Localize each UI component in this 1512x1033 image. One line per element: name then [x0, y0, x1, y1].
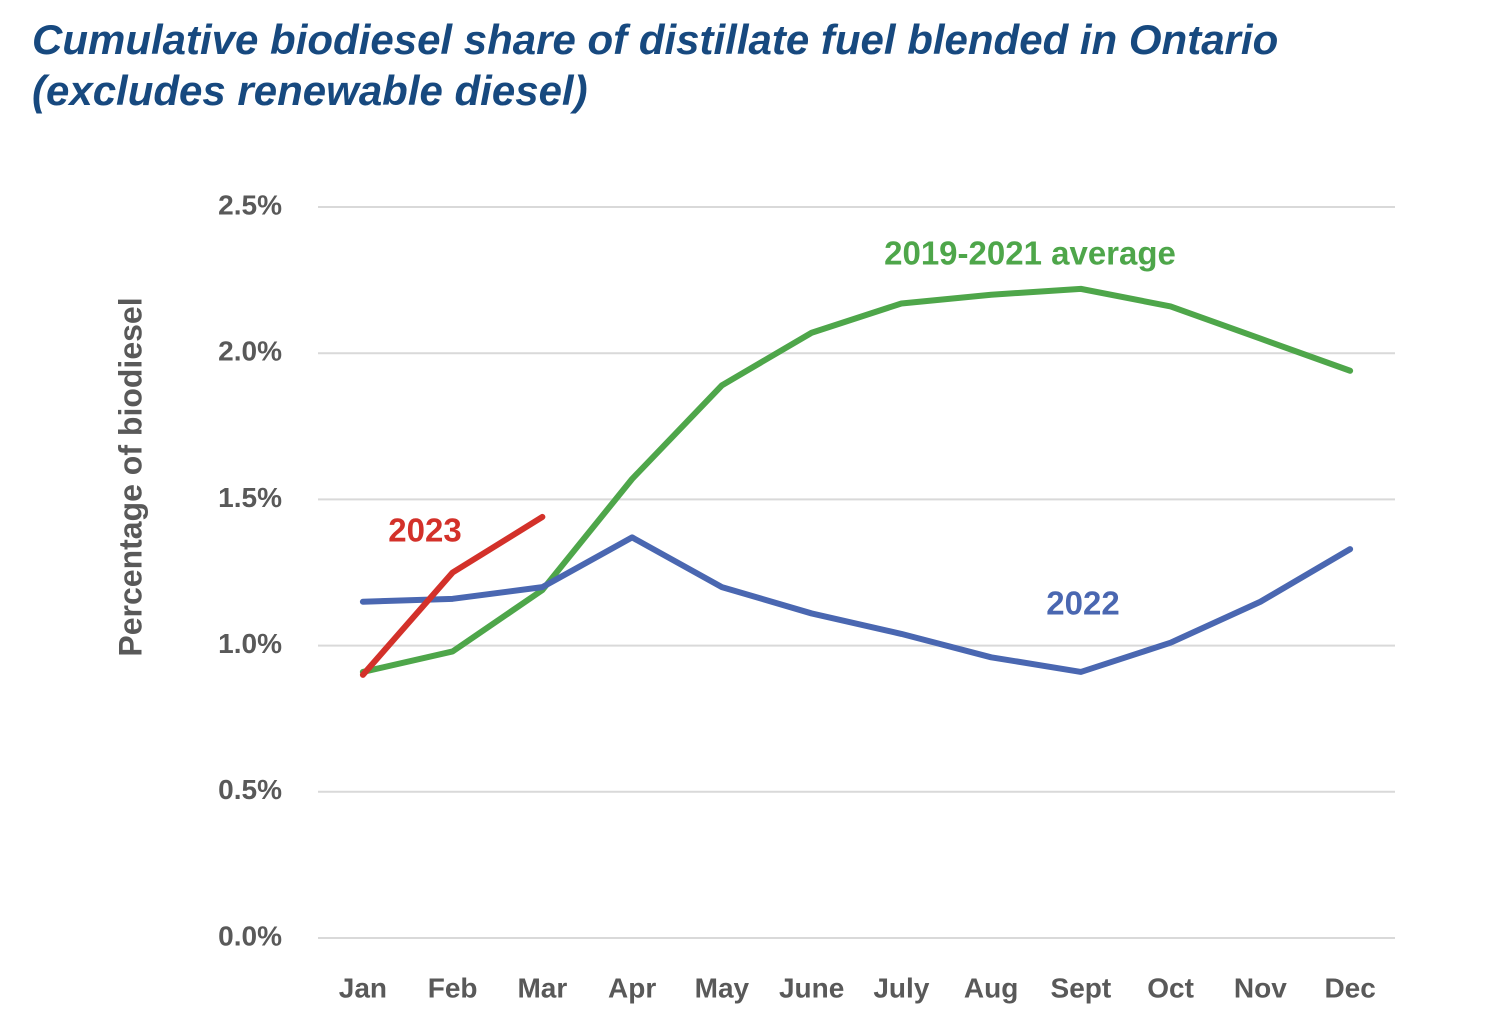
y-tick-label: 2.0% [218, 336, 282, 367]
y-tick-label: 1.5% [218, 482, 282, 513]
chart-title: Cumulative biodiesel share of distillate… [32, 16, 1279, 115]
x-tick-label: Nov [1234, 972, 1287, 1003]
series-line [359, 534, 1354, 675]
y-tick-label: 2.5% [218, 189, 282, 220]
series-label: 2019-2021 average [884, 235, 1176, 272]
series-line [359, 513, 546, 678]
y-axis-label: Percentage of biodiesel [112, 297, 148, 656]
x-tick-label: Mar [517, 972, 567, 1003]
x-tick-label: July [873, 972, 929, 1003]
x-tick-label: Jan [339, 972, 387, 1003]
series-label: 2023 [388, 512, 461, 549]
series-line [359, 285, 1354, 675]
x-tick-label: Aug [964, 972, 1018, 1003]
x-tick-label: June [779, 972, 844, 1003]
y-tick-label: 1.0% [218, 628, 282, 659]
y-tick-label: 0.0% [218, 920, 282, 951]
x-tick-label: May [695, 972, 750, 1003]
x-tick-label: Dec [1324, 972, 1375, 1003]
x-tick-label: Sept [1051, 972, 1112, 1003]
series-label: 2022 [1046, 585, 1119, 622]
x-tick-label: Feb [428, 972, 478, 1003]
y-tick-label: 0.5% [218, 774, 282, 805]
x-tick-label: Oct [1147, 972, 1194, 1003]
x-tick-label: Apr [608, 972, 656, 1003]
